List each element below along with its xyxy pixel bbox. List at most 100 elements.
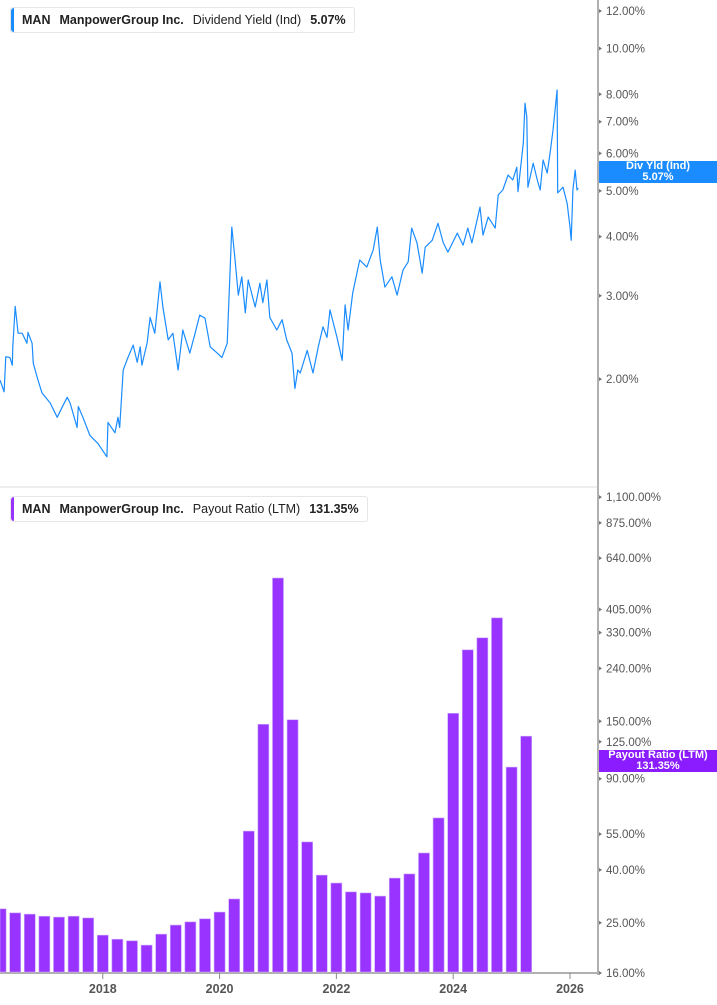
y-tick-label: 1,100.00% <box>606 492 661 504</box>
y-tick-mark <box>599 867 602 872</box>
y-tick-label: 4.00% <box>606 232 639 244</box>
y-tick-mark <box>599 920 602 925</box>
payout-bar <box>388 877 401 973</box>
yield-legend: MAN ManpowerGroup Inc. Dividend Yield (I… <box>10 7 355 33</box>
payout-bar <box>403 873 416 973</box>
payout-bar <box>126 940 138 973</box>
payout-bar <box>315 874 328 973</box>
y-tick-label: 5.00% <box>606 186 639 198</box>
y-tick-label: 875.00% <box>606 518 651 530</box>
y-tick-label: 55.00% <box>606 829 645 841</box>
payout-bar <box>111 938 124 973</box>
legend-value: 5.07% <box>310 13 346 27</box>
y-tick-mark <box>599 188 602 193</box>
badge-value: 5.07% <box>642 171 674 183</box>
payout-bar <box>330 882 343 973</box>
payout-bar <box>67 915 80 973</box>
y-tick-mark <box>599 832 602 837</box>
y-tick-mark <box>599 666 602 671</box>
payout-bar <box>199 918 211 973</box>
payout-y-axis: 1,100.00% 875.00% 640.00% 405.00% 330.00% 240… <box>599 492 661 980</box>
payout-bar <box>257 723 270 973</box>
y-tick-mark <box>599 739 602 744</box>
payout-bar <box>242 830 255 973</box>
y-tick-label: 90.00% <box>606 774 645 786</box>
x-tick-label: 2022 <box>322 982 350 996</box>
y-tick-mark <box>599 377 602 382</box>
payout-bar <box>0 908 7 973</box>
payout-bar <box>82 917 94 973</box>
y-tick-mark <box>599 9 602 13</box>
payout-legend: MAN ManpowerGroup Inc. Payout Ratio (LTM… <box>10 496 368 522</box>
yield-value-badge: Div Yld (Ind) 5.07% <box>599 161 717 183</box>
y-tick-label: 405.00% <box>606 605 651 617</box>
y-tick-mark <box>599 119 602 124</box>
legend-ticker: MAN <box>22 502 51 516</box>
y-tick-label: 150.00% <box>606 716 651 728</box>
y-tick-label: 40.00% <box>606 865 645 877</box>
payout-value-badge: Payout Ratio (LTM) 131.35% <box>599 750 717 772</box>
y-tick-mark <box>599 151 602 156</box>
payout-bar <box>520 735 532 973</box>
y-tick-mark <box>599 556 602 561</box>
y-tick-label: 2.00% <box>606 374 639 386</box>
y-tick-label: 7.00% <box>606 117 639 129</box>
y-tick-mark <box>599 971 602 975</box>
y-tick-mark <box>599 495 602 500</box>
payout-bar <box>140 944 153 973</box>
payout-bar <box>301 841 313 973</box>
dividend-yield-line <box>0 89 579 458</box>
x-axis: 2018 2020 2022 2024 2026 <box>89 973 584 996</box>
legend-value: 131.35% <box>309 502 359 516</box>
payout-bars <box>0 577 532 973</box>
legend-color-swatch <box>11 8 14 32</box>
y-tick-mark <box>599 46 602 51</box>
y-tick-mark <box>599 776 602 781</box>
y-tick-label: 10.00% <box>606 43 645 55</box>
y-tick-label: 125.00% <box>606 737 651 749</box>
y-tick-label: 240.00% <box>606 663 651 675</box>
x-tick-label: 2020 <box>206 982 234 996</box>
payout-bar <box>286 719 299 973</box>
payout-bar <box>359 892 372 973</box>
payout-bar <box>38 915 51 973</box>
payout-bar <box>228 898 240 973</box>
badge-label: Div Yld (Ind) <box>626 160 690 172</box>
payout-bar <box>447 712 459 973</box>
yield-y-axis: 12.00% 10.00% 8.00% 7.00% 6.00% 5.00% 4.00% 3.0… <box>599 6 645 386</box>
x-tick-label: 2018 <box>89 982 117 996</box>
y-tick-label: 8.00% <box>606 89 639 101</box>
payout-bar <box>461 649 474 973</box>
y-tick-mark <box>599 92 602 97</box>
badge-value: 131.35% <box>636 760 680 772</box>
y-tick-label: 640.00% <box>606 553 651 565</box>
legend-metric: Dividend Yield (Ind) <box>192 13 302 27</box>
payout-bar <box>23 913 36 973</box>
y-tick-mark <box>599 607 602 612</box>
y-tick-label: 6.00% <box>606 148 639 160</box>
legend-company: ManpowerGroup Inc. <box>59 502 184 516</box>
payout-bar <box>272 577 284 973</box>
legend-company: ManpowerGroup Inc. <box>59 13 184 27</box>
y-tick-label: 16.00% <box>606 968 645 980</box>
payout-bar <box>155 933 167 973</box>
payout-bar <box>418 852 430 973</box>
payout-bar <box>432 817 445 973</box>
payout-bar <box>491 617 503 973</box>
x-tick-label: 2024 <box>439 982 467 996</box>
y-tick-label: 330.00% <box>606 628 651 640</box>
y-tick-label: 25.00% <box>606 918 645 930</box>
y-tick-mark <box>599 630 602 635</box>
payout-bar <box>96 934 109 973</box>
payout-bar <box>505 766 518 973</box>
payout-bar <box>345 891 357 973</box>
y-tick-mark <box>599 520 602 525</box>
y-tick-mark <box>599 293 602 298</box>
payout-bar <box>184 921 197 973</box>
y-tick-label: 12.00% <box>606 6 645 18</box>
y-tick-label: 3.00% <box>606 291 639 303</box>
legend-metric: Payout Ratio (LTM) <box>192 502 301 516</box>
payout-bar <box>53 916 65 973</box>
payout-bar <box>476 637 489 973</box>
